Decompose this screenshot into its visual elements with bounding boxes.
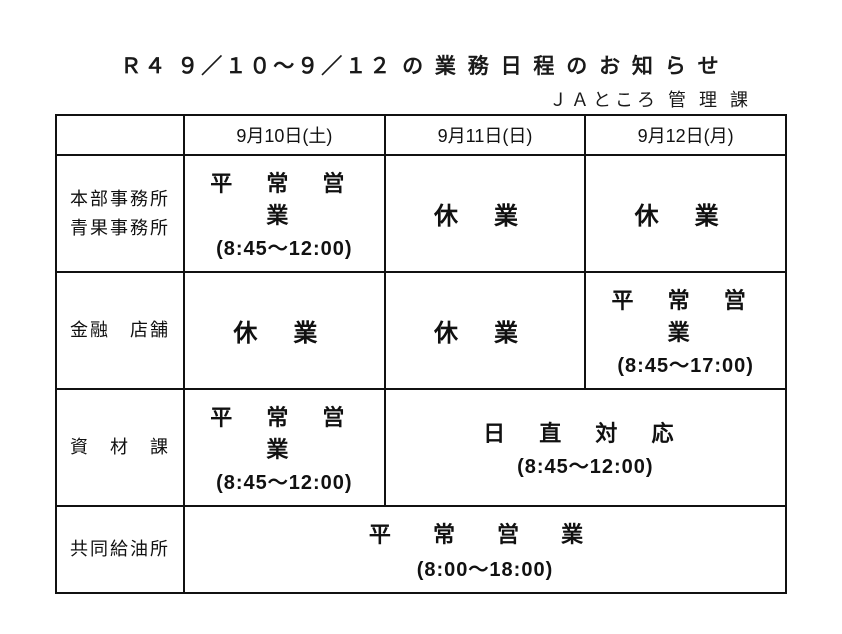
row-label-supply: 資 材 課 <box>56 389 184 506</box>
table-row: 金融 店舗 休業 休業 平 常 営 業 (8:45～17:00) <box>56 272 786 389</box>
status-text: 休業 <box>390 196 581 231</box>
table-row: 資 材 課 平 常 営 業 (8:45～12:00) 日 直 対 応 (8:45… <box>56 389 786 506</box>
status-text: 平 常 営 業 <box>189 400 380 464</box>
cell-finance-sat: 休業 <box>184 272 385 389</box>
row-label-fuel: 共同給油所 <box>56 506 184 593</box>
date-header-2: 9月11日(日) <box>385 115 586 155</box>
schedule-notice-page: Ｒ４ ９／１０～９／１２ の 業 務 日 程 の お 知 ら せ ＪＡところ 管… <box>0 0 842 634</box>
status-text: 平 常 営 業 <box>590 283 781 347</box>
row-label-office: 本部事務所 青果事務所 <box>56 155 184 272</box>
cell-supply-sat: 平 常 営 業 (8:45～12:00) <box>184 389 385 506</box>
status-text: 休業 <box>189 313 380 348</box>
schedule-table: 9月10日(土) 9月11日(日) 9月12日(月) 本部事務所 青果事務所 平… <box>55 114 787 594</box>
corner-cell <box>56 115 184 155</box>
page-subtitle: ＪＡところ 管 理 課 <box>55 86 787 112</box>
status-text: 休業 <box>390 313 581 348</box>
table-row: 共同給油所 平 常 営 業 (8:00～18:00) <box>56 506 786 593</box>
cell-office-mon: 休業 <box>585 155 786 272</box>
hours-text: (8:45～12:00) <box>189 466 380 495</box>
row-label-line: 青果事務所 <box>61 214 179 243</box>
row-label-line: 本部事務所 <box>61 185 179 214</box>
status-text: 平 常 営 業 <box>189 166 380 230</box>
date-header-1: 9月10日(土) <box>184 115 385 155</box>
cell-office-sat: 平 常 営 業 (8:45～12:00) <box>184 155 385 272</box>
header-row: 9月10日(土) 9月11日(日) 9月12日(月) <box>56 115 786 155</box>
hours-text: (8:00～18:00) <box>189 553 781 582</box>
status-text: 平 常 営 業 <box>189 517 781 549</box>
status-text: 休業 <box>590 196 781 231</box>
hours-text: (8:45～17:00) <box>590 349 781 378</box>
hours-text: (8:45～12:00) <box>189 232 380 261</box>
cell-finance-mon: 平 常 営 業 (8:45～17:00) <box>585 272 786 389</box>
cell-office-sun: 休業 <box>385 155 586 272</box>
row-label-finance: 金融 店舗 <box>56 272 184 389</box>
table-row: 本部事務所 青果事務所 平 常 営 業 (8:45～12:00) 休業 休業 <box>56 155 786 272</box>
cell-finance-sun: 休業 <box>385 272 586 389</box>
hours-text: (8:45～12:00) <box>390 450 781 479</box>
status-text: 日 直 対 応 <box>390 416 781 448</box>
page-title: Ｒ４ ９／１０～９／１２ の 業 務 日 程 の お 知 ら せ <box>55 50 787 80</box>
cell-supply-sun-mon: 日 直 対 応 (8:45～12:00) <box>385 389 786 506</box>
date-header-3: 9月12日(月) <box>585 115 786 155</box>
cell-fuel-all: 平 常 営 業 (8:00～18:00) <box>184 506 786 593</box>
